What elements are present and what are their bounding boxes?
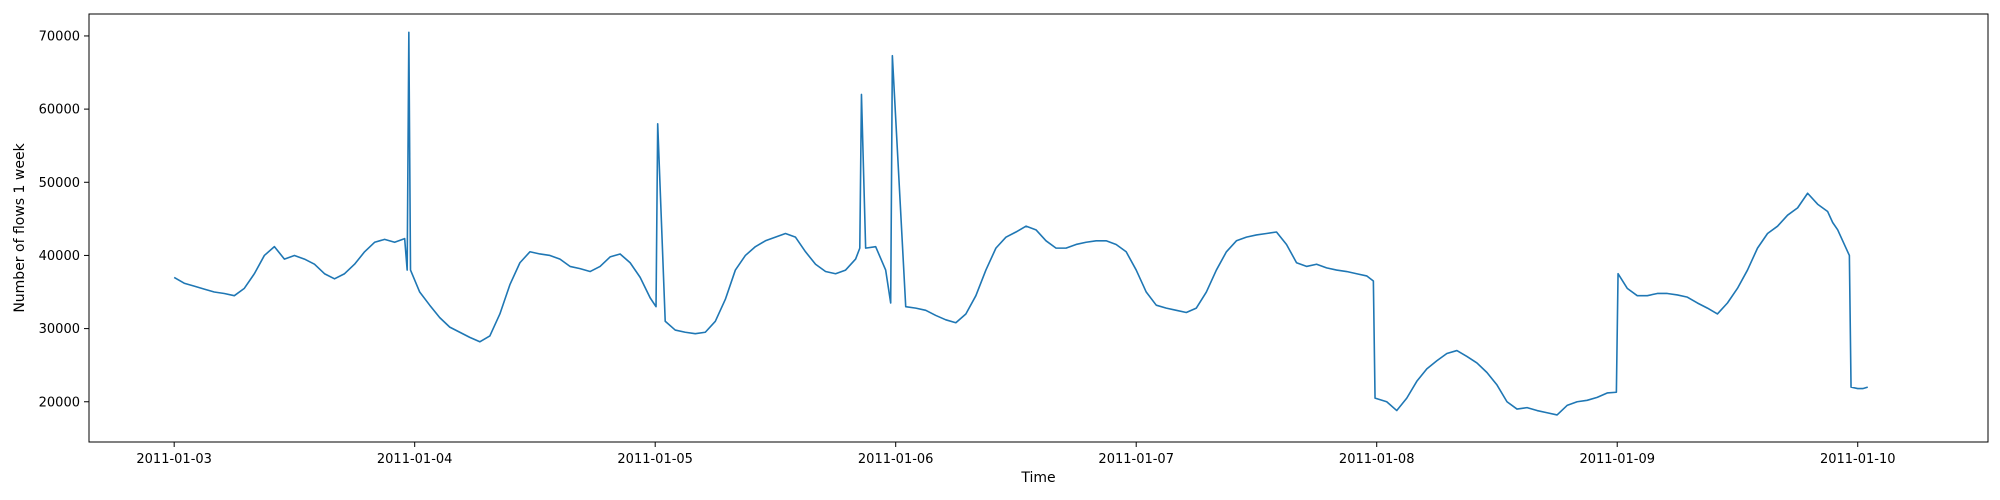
x-tick-label: 2011-01-05	[617, 452, 693, 467]
y-tick-label: 40000	[39, 249, 80, 264]
y-tick-label: 70000	[39, 29, 80, 44]
y-tick-label: 20000	[39, 395, 80, 410]
y-tick-label: 60000	[39, 103, 80, 118]
y-tick-label: 30000	[39, 322, 80, 337]
x-tick-label: 2011-01-03	[136, 452, 212, 467]
x-tick-label: 2011-01-04	[377, 452, 453, 467]
y-axis-ticks: 20000 30000 40000 50000 60000 70000	[39, 29, 89, 410]
y-axis-label: Number of flows 1 week	[12, 142, 28, 312]
x-tick-label: 2011-01-08	[1339, 452, 1415, 467]
x-tick-label: 2011-01-09	[1579, 452, 1655, 467]
y-tick-label: 50000	[39, 176, 80, 191]
plot-frame	[88, 13, 1989, 443]
x-tick-label: 2011-01-07	[1098, 452, 1174, 467]
x-axis-ticks: 2011-01-03 2011-01-04 2011-01-05 2011-01-06…	[136, 442, 1896, 467]
series-line	[173, 31, 1868, 416]
x-axis-label: Time	[1020, 470, 1055, 486]
x-tick-label: 2011-01-10	[1820, 452, 1896, 467]
x-tick-label: 2011-01-06	[858, 452, 934, 467]
